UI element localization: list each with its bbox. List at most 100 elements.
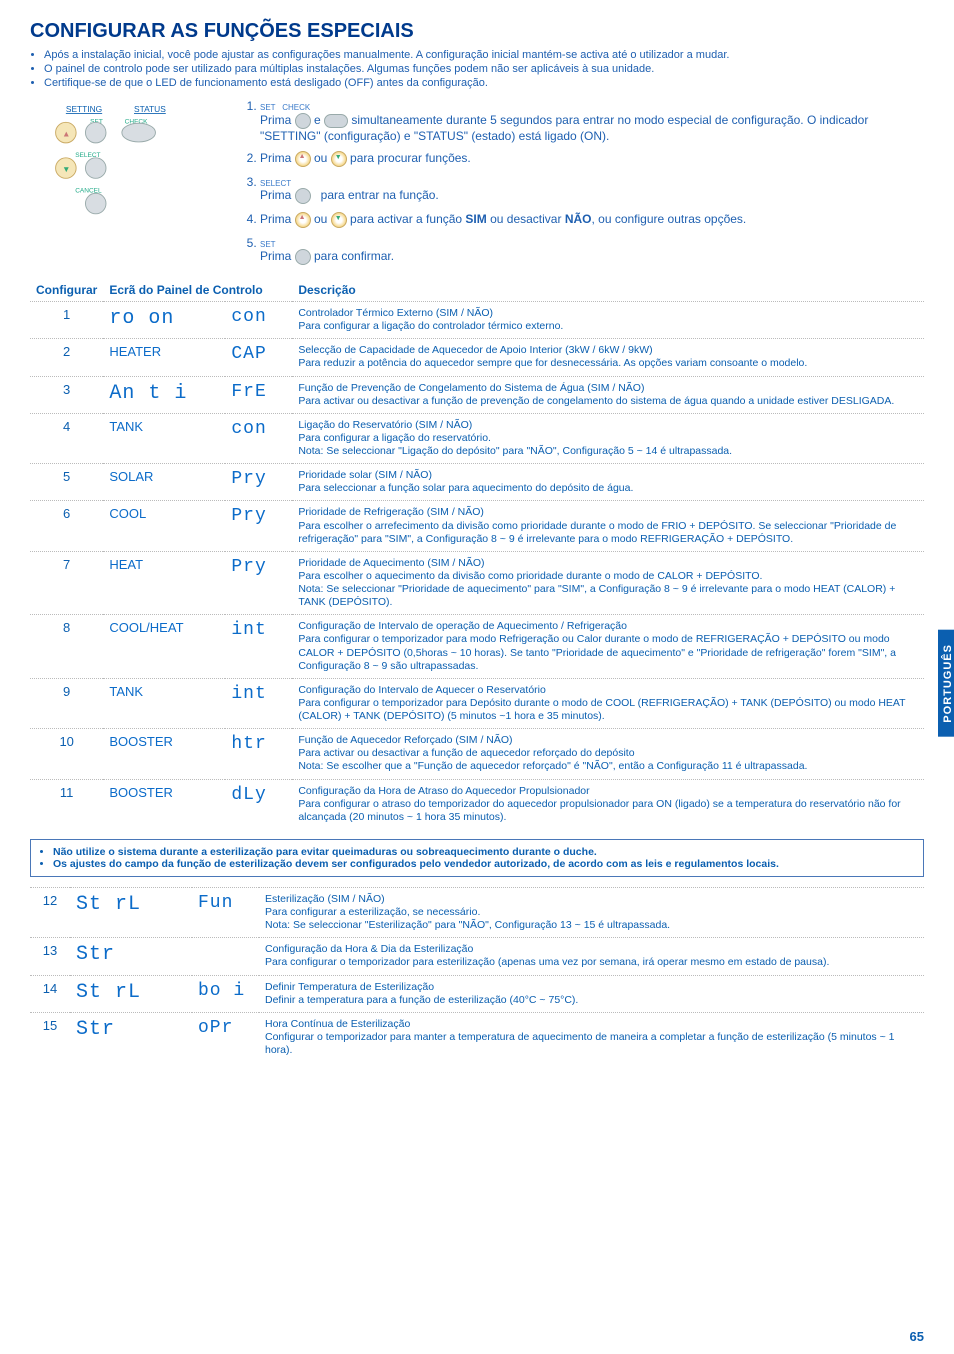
desc-body: Para configurar a ligação do reservatóri… xyxy=(298,432,918,458)
table-row: 5SOLARPryPrioridade solar (SIM / NÃO)Par… xyxy=(30,464,924,501)
page-title: CONFIGURAR AS FUNÇÕES ESPECIAIS xyxy=(30,20,924,43)
table-row: 11BOOSTERdLyConfiguração da Hora de Atra… xyxy=(30,779,924,829)
description-cell: Função de Prevenção de Congelamento do S… xyxy=(292,376,924,413)
step-4: Prima ou para activar a função SIM ou de… xyxy=(260,212,924,228)
desc-title: Função de Aquecedor Reforçado (SIM / NÃO… xyxy=(298,734,918,747)
bullet: Após a instalação inicial, você pode aju… xyxy=(44,49,924,61)
lcd-field-1: HEATER xyxy=(103,339,225,376)
table-row: 10BOOSTERhtr Função de Aquecedor Reforçad… xyxy=(30,729,924,779)
table-row: 4TANKconLigação do Reservatório (SIM / N… xyxy=(30,413,924,463)
svg-text:▼: ▼ xyxy=(62,164,70,174)
desc-title: Configuração de Intervalo de operação de… xyxy=(298,620,918,633)
desc-title: Prioridade de Refrigeração (SIM / NÃO) xyxy=(298,506,918,519)
down-icon xyxy=(331,212,347,228)
description-cell: Selecção de Capacidade de Aquecedor de A… xyxy=(292,339,924,376)
select-icon xyxy=(295,188,311,204)
description-cell: Definir Temperatura de EsterilizaçãoDefi… xyxy=(259,975,924,1012)
desc-body: Para configurar o temporizador para este… xyxy=(265,956,918,969)
lcd-field-1: St rL xyxy=(70,975,192,1012)
lcd-field-1: SOLAR xyxy=(103,464,225,501)
page-number: 65 xyxy=(910,1329,924,1344)
desc-title: Configuração do Intervalo de Aquecer o R… xyxy=(298,684,918,697)
description-cell: Configuração da Hora de Atraso do Aquece… xyxy=(292,779,924,829)
control-panel-diagram: SETTING STATUS SET CHECK ▲ SELECT ▼ CANC… xyxy=(30,99,240,244)
lcd-field-1: TANK xyxy=(103,678,225,728)
table-row: 13StrConfiguração da Hora & Dia da Ester… xyxy=(30,938,924,975)
steps-list: SET CHECK Prima e simultaneamente durant… xyxy=(240,99,924,273)
table-row: 15StroPrHora Contínua de EsterilizaçãoCo… xyxy=(30,1012,924,1062)
lcd-field-2: CAP xyxy=(225,339,292,376)
desc-body: Para escolher o arrefecimento da divisão… xyxy=(298,520,918,546)
bullet: Certifique-se de que o LED de funcioname… xyxy=(44,77,924,89)
description-cell: Configuração do Intervalo de Aquecer o R… xyxy=(292,678,924,728)
lcd-field-2 xyxy=(192,938,259,975)
th-desc: Descrição xyxy=(292,279,924,302)
desc-body: Para configurar o atraso do temporizador… xyxy=(298,798,918,824)
desc-body: Configurar o temporizador para manter a … xyxy=(265,1031,918,1057)
config-number: 8 xyxy=(30,615,103,679)
desc-title: Hora Contínua de Esterilização xyxy=(265,1018,918,1031)
desc-title: Selecção de Capacidade de Aquecedor de A… xyxy=(298,344,918,357)
config-number: 4 xyxy=(30,413,103,463)
intro-bullets: Após a instalação inicial, você pode aju… xyxy=(30,49,924,89)
desc-body: Para activar ou desactivar a função de a… xyxy=(298,747,918,773)
set-icon xyxy=(295,249,311,265)
table-row: 1ro onconControlador Térmico Externo (SI… xyxy=(30,302,924,339)
lcd-field-2: con xyxy=(225,302,292,339)
lcd-field-2: FrE xyxy=(225,376,292,413)
desc-body: Para configurar a esterilização, se nece… xyxy=(265,906,918,932)
desc-title: Prioridade solar (SIM / NÃO) xyxy=(298,469,918,482)
table-row: 2HEATERCAP Selecção de Capacidade de Aque… xyxy=(30,339,924,376)
config-number: 13 xyxy=(30,938,70,975)
status-label: STATUS xyxy=(134,104,166,114)
config-number: 12 xyxy=(30,887,70,937)
desc-title: Configuração da Hora de Atraso do Aquece… xyxy=(298,785,918,798)
set-icon xyxy=(295,113,311,129)
lcd-field-2: Pry xyxy=(225,551,292,615)
lcd-field-2: int xyxy=(225,615,292,679)
th-config: Configurar xyxy=(30,279,103,302)
table-row: 6COOLPryPrioridade de Refrigeração (SIM … xyxy=(30,501,924,551)
description-cell: Prioridade de Aquecimento (SIM / NÃO)Par… xyxy=(292,551,924,615)
config-number: 15 xyxy=(30,1012,70,1062)
step-5: SET Prima para confirmar. xyxy=(260,236,924,265)
config-number: 1 xyxy=(30,302,103,339)
desc-body: Para configurar a ligação do controlador… xyxy=(298,320,918,333)
table-row: 14St rLbo iDefinir Temperatura de Esteri… xyxy=(30,975,924,1012)
up-icon xyxy=(295,151,311,167)
desc-title: Definir Temperatura de Esterilização xyxy=(265,981,918,994)
desc-body: Para escolher o aquecimento da divisão c… xyxy=(298,570,918,609)
table-row: 7HEATPryPrioridade de Aquecimento (SIM /… xyxy=(30,551,924,615)
table-row: 9TANKintConfiguração do Intervalo de Aqu… xyxy=(30,678,924,728)
description-cell: Ligação do Reservatório (SIM / NÃO)Para … xyxy=(292,413,924,463)
config-number: 7 xyxy=(30,551,103,615)
lcd-field-2: Pry xyxy=(225,501,292,551)
lcd-field-1: Str xyxy=(70,1012,192,1062)
description-cell: Hora Contínua de EsterilizaçãoConfigurar… xyxy=(259,1012,924,1062)
desc-body: Para activar ou desactivar a função de p… xyxy=(298,395,918,408)
desc-body: Definir a temperatura para a função de e… xyxy=(265,994,918,1007)
warning-box: Não utilize o sistema durante a esterili… xyxy=(30,839,924,877)
desc-title: Esterilização (SIM / NÃO) xyxy=(265,893,918,906)
config-number: 9 xyxy=(30,678,103,728)
desc-title: Ligação do Reservatório (SIM / NÃO) xyxy=(298,419,918,432)
desc-title: Prioridade de Aquecimento (SIM / NÃO) xyxy=(298,557,918,570)
config-number: 2 xyxy=(30,339,103,376)
step-2: Prima ou para procurar funções. xyxy=(260,151,924,167)
config-number: 5 xyxy=(30,464,103,501)
config-number: 10 xyxy=(30,729,103,779)
lcd-field-1: TANK xyxy=(103,413,225,463)
lcd-field-2: htr xyxy=(225,729,292,779)
lcd-field-1: BOOSTER xyxy=(103,729,225,779)
desc-title: Função de Prevenção de Congelamento do S… xyxy=(298,382,918,395)
desc-title: Controlador Térmico Externo (SIM / NÃO) xyxy=(298,307,918,320)
lcd-field-2: Pry xyxy=(225,464,292,501)
description-cell: Configuração de Intervalo de operação de… xyxy=(292,615,924,679)
description-cell: Prioridade solar (SIM / NÃO)Para selecci… xyxy=(292,464,924,501)
desc-title: Configuração da Hora & Dia da Esteriliza… xyxy=(265,943,918,956)
desc-body: Para configurar o temporizador para modo… xyxy=(298,633,918,672)
table-row: 3An t iFrEFunção de Prevenção de Congela… xyxy=(30,376,924,413)
config-number: 14 xyxy=(30,975,70,1012)
description-cell: Configuração da Hora & Dia da Esteriliza… xyxy=(259,938,924,975)
lcd-field-2: con xyxy=(225,413,292,463)
